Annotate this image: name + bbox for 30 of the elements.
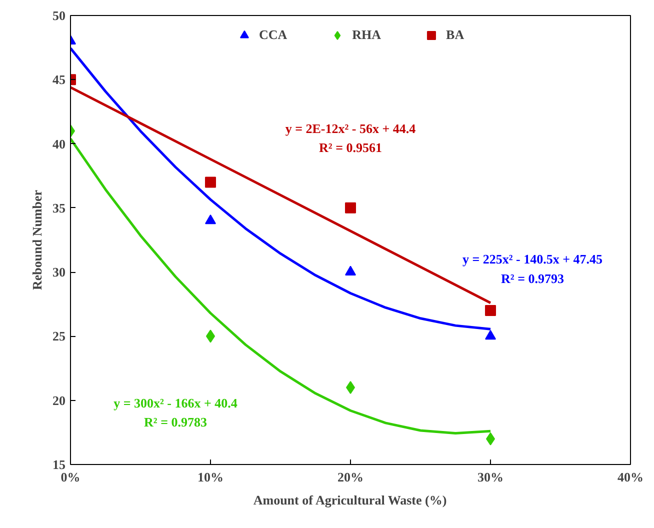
x-axis-title: Amount of Agricultural Waste (%) [253, 492, 447, 508]
y-tick-label: 20 [52, 392, 66, 408]
annotation: R² = 0.9793 [501, 270, 564, 286]
y-axis-title: Rebound Number [30, 190, 44, 290]
y-tick-label: 50 [52, 8, 66, 23]
annotation: y = 225x² - 140.5x + 47.45 [462, 252, 604, 267]
y-tick-label: 30 [52, 264, 66, 280]
x-tick-label: 30% [478, 470, 504, 484]
point [205, 176, 216, 188]
point [485, 305, 496, 316]
point [485, 330, 496, 340]
annotation: y = 2E-12x² - 56x + 44.4 [285, 120, 416, 136]
y-tick-label: 35 [52, 200, 66, 216]
x-tick-label: 0% [60, 470, 80, 484]
y-tick-label: 40 [52, 136, 66, 152]
y-tick-label: 25 [52, 328, 66, 344]
annotation: R² = 0.9561 [319, 140, 382, 156]
x-tick-label: 20% [338, 470, 364, 484]
x-tick-label: 40% [618, 470, 644, 484]
point [345, 202, 356, 214]
legend-label: CCA [258, 27, 288, 43]
legend-label: RHA [352, 27, 382, 43]
x-tick-label: 10% [198, 470, 224, 484]
point [205, 214, 216, 224]
y-tick-label: 15 [52, 457, 66, 472]
annotation: R² = 0.9783 [144, 414, 208, 430]
point [345, 266, 356, 276]
annotation: y = 300x² - 166x + 40.4 [114, 395, 238, 410]
legend-label: BA [446, 27, 466, 43]
y-tick-label: 45 [52, 72, 66, 88]
